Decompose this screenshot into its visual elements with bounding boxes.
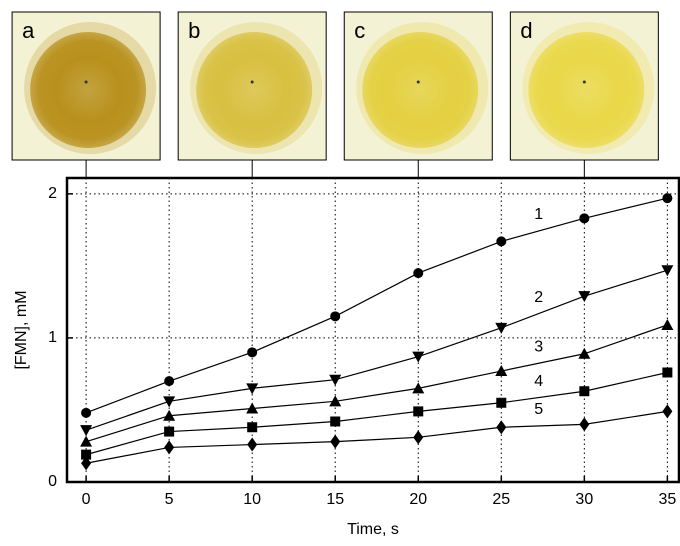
x-tick-label: 15 [326, 491, 344, 508]
data-point [661, 265, 673, 276]
inset-dot [85, 81, 88, 84]
data-point [163, 396, 175, 407]
data-point [662, 368, 672, 378]
data-point [164, 440, 174, 454]
data-point [413, 268, 423, 278]
series-label: 3 [534, 339, 543, 356]
inset-dot [251, 81, 254, 84]
data-point [661, 319, 673, 330]
data-point [164, 427, 174, 437]
x-axis-label: Time, s [347, 521, 399, 538]
data-point [579, 417, 589, 431]
data-point [662, 404, 672, 418]
data-point [496, 420, 506, 434]
data-point [413, 430, 423, 444]
data-point [330, 416, 340, 426]
data-point [578, 291, 590, 302]
data-point [80, 425, 92, 436]
inset-dot [417, 81, 420, 84]
inset-label: d [520, 18, 532, 43]
series-line [86, 373, 667, 455]
y-axis-label: [FMN], mM [13, 290, 30, 369]
data-point [81, 408, 91, 418]
data-point [413, 406, 423, 416]
inset-disc [30, 32, 146, 148]
x-tick-label: 5 [165, 491, 174, 508]
data-point [247, 438, 257, 452]
data-point [330, 311, 340, 321]
data-point [579, 213, 589, 223]
x-tick-label: 25 [492, 491, 510, 508]
inset-disc [362, 32, 478, 148]
inset-dot [583, 81, 586, 84]
data-point [662, 193, 672, 203]
data-point [164, 376, 174, 386]
y-tick-label: 1 [48, 329, 57, 346]
data-point [247, 422, 257, 432]
x-tick-label: 20 [409, 491, 427, 508]
data-point [496, 398, 506, 408]
data-point [495, 323, 507, 334]
data-point [412, 352, 424, 363]
x-tick-label: 10 [243, 491, 261, 508]
y-tick-label: 0 [48, 473, 57, 490]
inset-label: a [22, 18, 35, 43]
data-point [579, 386, 589, 396]
plot-frame [67, 178, 679, 482]
series-label: 1 [534, 206, 543, 223]
series-label: 4 [534, 373, 543, 390]
data-point [496, 236, 506, 246]
inset-label: c [354, 18, 365, 43]
data-point [330, 435, 340, 449]
x-tick-label: 30 [575, 491, 593, 508]
x-tick-label: 35 [658, 491, 676, 508]
x-tick-label: 0 [82, 491, 91, 508]
inset-disc [528, 32, 644, 148]
inset-disc [196, 32, 312, 148]
data-point [80, 436, 92, 447]
inset-label: b [188, 18, 200, 43]
y-tick-label: 2 [48, 185, 57, 202]
series-label: 5 [534, 401, 543, 418]
data-point [578, 348, 590, 359]
series-label: 2 [534, 289, 543, 306]
data-point [247, 347, 257, 357]
figure: Time, s [FMN], mM 05101520253035012abcd1… [0, 0, 680, 541]
